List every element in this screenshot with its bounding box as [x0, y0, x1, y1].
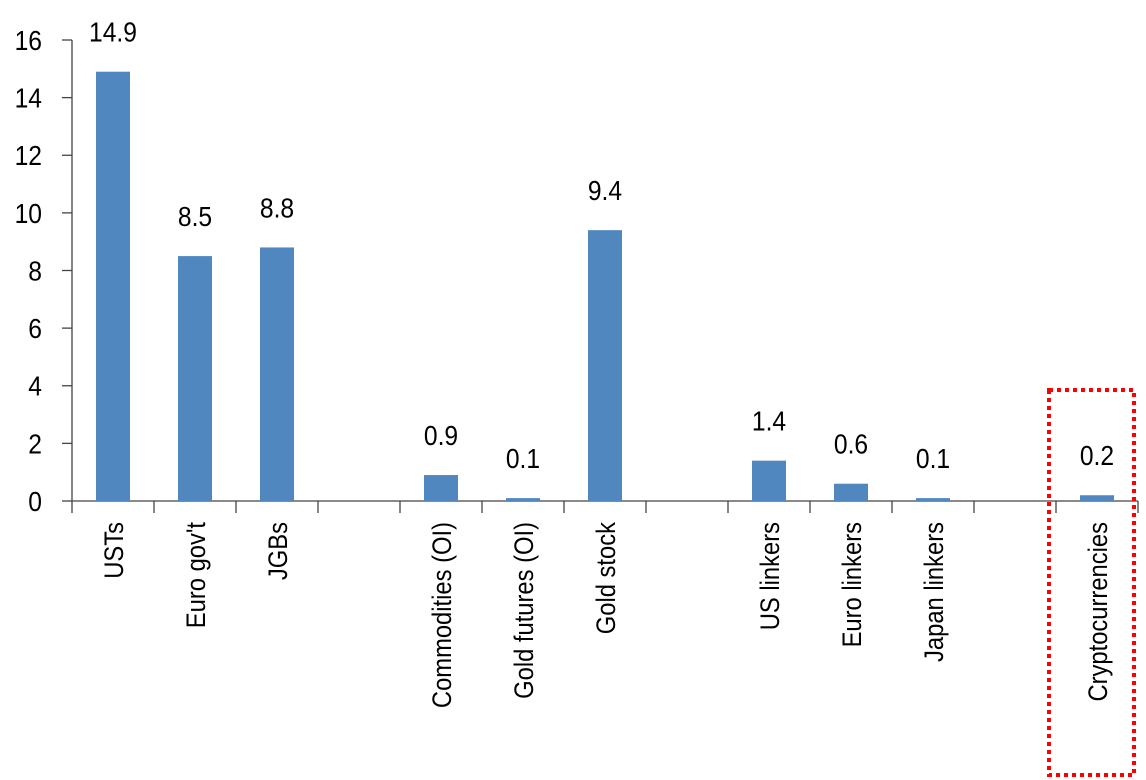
data-label: 8.8: [260, 192, 294, 224]
data-label: 0.2: [1080, 440, 1114, 472]
bar-cryptocurrencies: [1080, 495, 1114, 501]
x-tick-label: Gold stock: [592, 522, 622, 634]
bar-usts: [96, 71, 130, 501]
y-tick-label: 10: [15, 197, 42, 229]
x-tick-label: USTs: [100, 522, 130, 579]
data-label: 0.1: [916, 443, 950, 475]
x-tick-label: Euro linkers: [838, 522, 868, 647]
y-tick-label: 6: [28, 313, 42, 345]
y-tick-label: 12: [15, 140, 42, 172]
y-tick-label: 0: [28, 486, 42, 518]
x-tick-label: Japan linkers: [920, 522, 950, 662]
bar-japan-linkers: [916, 498, 950, 501]
data-label: 0.1: [506, 443, 540, 475]
bar-gold-futures-oi-: [506, 498, 540, 501]
y-tick-label: 4: [28, 370, 42, 402]
data-label: 1.4: [752, 405, 786, 437]
data-label: 9.4: [588, 175, 622, 207]
y-tick-label: 16: [15, 25, 42, 57]
bar-commodities-oi-: [424, 475, 458, 501]
data-label: 0.9: [424, 420, 458, 452]
bar-gold-stock: [588, 230, 622, 501]
x-tick-label: Gold futures (OI): [510, 522, 540, 699]
y-tick-label: 14: [15, 82, 42, 114]
bar-jgbs: [260, 247, 294, 501]
highlight-box: [1047, 388, 1136, 777]
x-tick-label: JGBs: [264, 522, 294, 580]
x-tick-label: US linkers: [756, 522, 786, 630]
bar-euro-linkers: [834, 483, 868, 501]
bar-us-linkers: [752, 460, 786, 501]
x-tick-label: Commodities (OI): [428, 522, 458, 708]
y-tick-label: 8: [28, 255, 42, 287]
bar-euro-gov-t: [178, 256, 212, 501]
data-label: 0.6: [834, 428, 868, 460]
x-tick-label: Cryptocurrencies: [1084, 522, 1114, 702]
data-label: 14.9: [89, 16, 137, 48]
y-tick-label: 2: [28, 428, 42, 460]
data-label: 8.5: [178, 201, 212, 233]
x-tick-label: Euro gov't: [182, 522, 212, 628]
